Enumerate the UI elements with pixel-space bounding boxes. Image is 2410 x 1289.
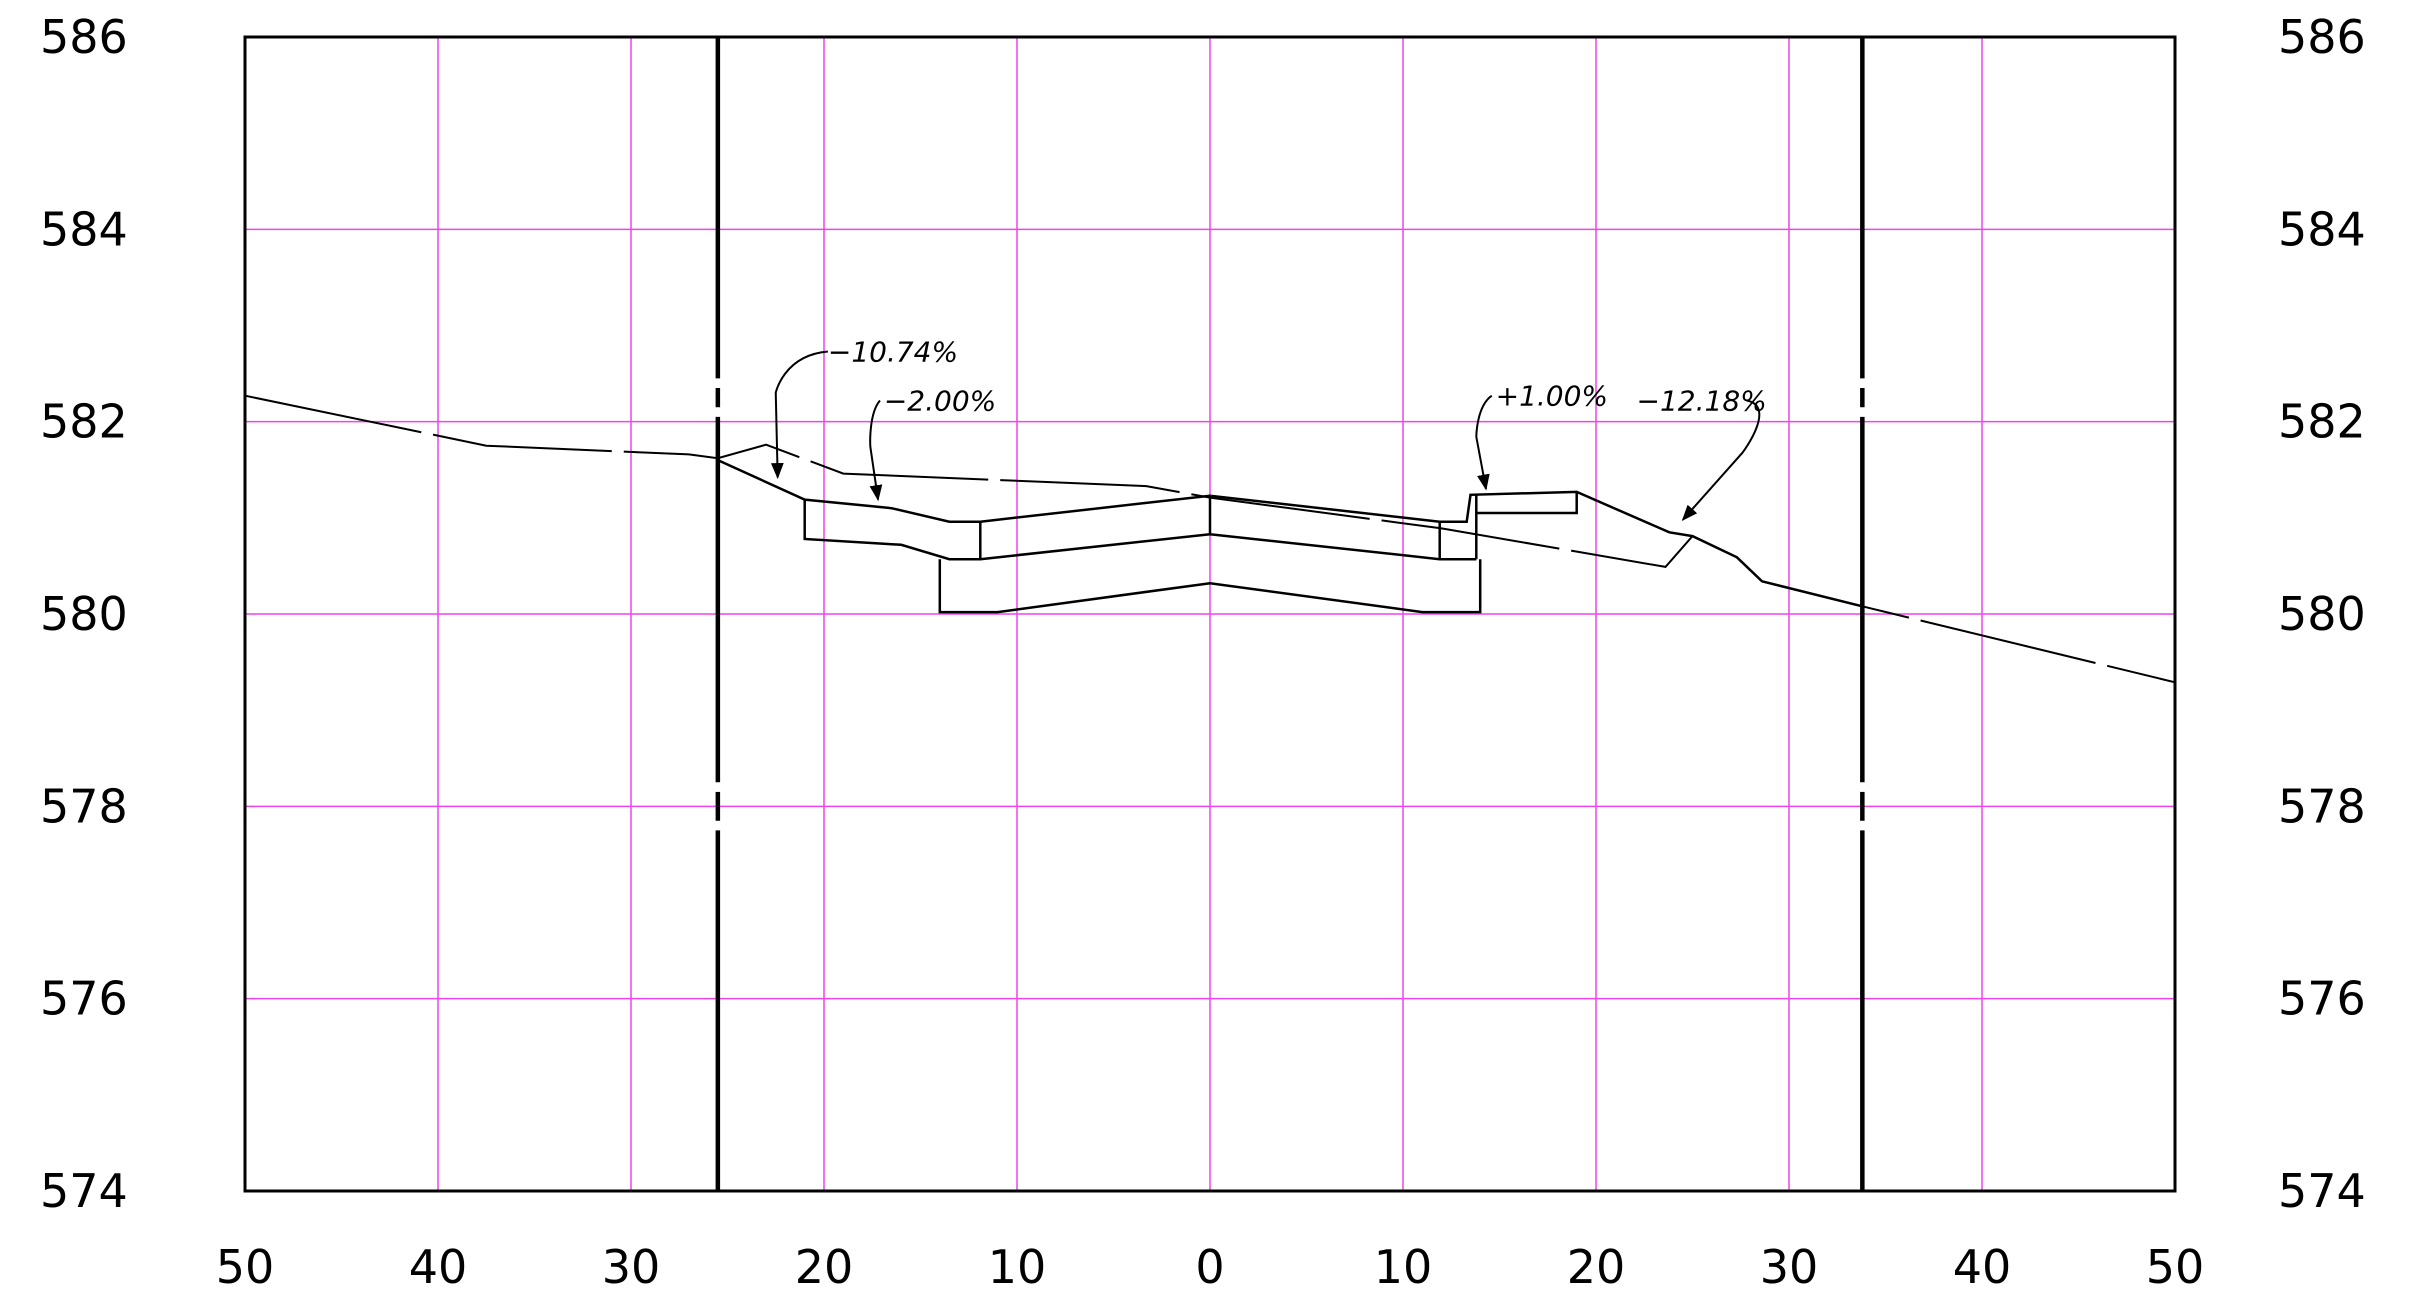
slope-label: −10.74% bbox=[828, 335, 958, 368]
y-tick-label-right: 574 bbox=[2278, 1164, 2366, 1218]
plot-frame bbox=[243, 35, 2177, 1193]
y-tick-label-left: 584 bbox=[40, 202, 128, 256]
slope-label: +1.00% bbox=[1496, 380, 1608, 413]
y-tick-label-right: 586 bbox=[2278, 10, 2366, 64]
x-tick-label: 40 bbox=[409, 1240, 468, 1289]
y-tick-label-left: 582 bbox=[40, 395, 128, 449]
y-tick-label-left: 586 bbox=[40, 10, 128, 64]
slope-annotations: −10.74% −2.00% +1.00% −12.18% bbox=[770, 335, 1767, 521]
slope-leader-arrow bbox=[869, 399, 883, 502]
slope-label: −2.00% bbox=[884, 385, 996, 418]
x-tick-label: 10 bbox=[1374, 1240, 1433, 1289]
y-tick-label-left: 578 bbox=[40, 779, 128, 833]
x-tick-label: 50 bbox=[216, 1240, 275, 1289]
y-tick-label-right: 582 bbox=[2278, 395, 2366, 449]
slope-leader-arrow bbox=[1681, 399, 1761, 521]
y-tick-label-right: 580 bbox=[2278, 587, 2366, 641]
y-tick-label-right: 578 bbox=[2278, 779, 2366, 833]
plot-border bbox=[243, 35, 2177, 1193]
y-tick-label-right: 576 bbox=[2278, 972, 2366, 1026]
x-tick-label: 10 bbox=[988, 1240, 1047, 1289]
y-tick-label-left: 576 bbox=[40, 972, 128, 1026]
x-tick-label: 50 bbox=[2146, 1240, 2205, 1289]
x-tick-label: 40 bbox=[1953, 1240, 2012, 1289]
y-tick-label-left: 574 bbox=[40, 1164, 128, 1218]
x-tick-label: 20 bbox=[795, 1240, 854, 1289]
slope-leader-arrow bbox=[1475, 394, 1493, 491]
x-tick-label: 20 bbox=[1567, 1240, 1626, 1289]
y-tick-label-left: 580 bbox=[40, 587, 128, 641]
pavement-structure bbox=[803, 491, 1578, 614]
structure-line bbox=[938, 559, 1482, 614]
x-axis-labels: 50 40 30 20 10 0 10 20 30 40 50 bbox=[216, 1240, 2205, 1289]
slope-leader-arrow bbox=[770, 350, 828, 480]
y-tick-label-right: 584 bbox=[2278, 202, 2366, 256]
y-axis-right-labels: 574 576 578 580 582 584 586 bbox=[2278, 10, 2366, 1218]
x-tick-label: 30 bbox=[602, 1240, 661, 1289]
slope-label: −12.18% bbox=[1637, 385, 1767, 418]
structure-line bbox=[1476, 491, 1578, 515]
design-surface-line bbox=[717, 458, 1863, 608]
grid bbox=[245, 37, 2175, 1191]
design-surface-polyline bbox=[717, 458, 1863, 608]
y-axis-left-labels: 574 576 578 580 582 584 586 bbox=[40, 10, 128, 1218]
structure-line bbox=[803, 499, 1477, 561]
x-tick-label: 0 bbox=[1195, 1240, 1224, 1289]
x-tick-label: 30 bbox=[1760, 1240, 1819, 1289]
row-limit-lines bbox=[715, 37, 1865, 1191]
